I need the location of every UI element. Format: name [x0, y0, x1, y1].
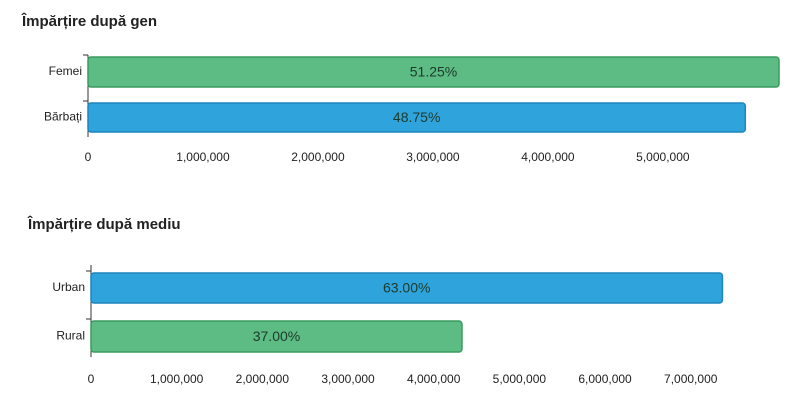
bar — [90, 320, 463, 353]
x-tick-label: 2,000,000 — [236, 372, 290, 386]
y-tick-label: Bărbați — [44, 110, 82, 124]
y-tick-label: Femei — [49, 64, 82, 78]
x-tick-label: 3,000,000 — [321, 372, 375, 386]
x-tick-label: 4,000,000 — [521, 150, 575, 164]
x-tick-label: 4,000,000 — [407, 372, 461, 386]
x-tick-label: 1,000,000 — [176, 150, 230, 164]
x-tick-label: 6,000,000 — [578, 372, 632, 386]
bar-label: 48.75% — [393, 109, 440, 125]
x-tick-label: 0 — [85, 150, 92, 164]
x-tick-label: 1,000,000 — [150, 372, 204, 386]
y-tick-label: Urban — [52, 280, 85, 294]
bar — [87, 56, 780, 88]
bar — [90, 272, 724, 304]
chart-title: Împărțire după gen — [21, 12, 157, 30]
x-tick-label: 7,000,000 — [664, 372, 718, 386]
x-tick-label: 3,000,000 — [406, 150, 460, 164]
y-tick-label: Rural — [56, 329, 85, 343]
x-tick-label: 5,000,000 — [493, 372, 547, 386]
x-tick-label: 5,000,000 — [636, 150, 690, 164]
bar-label: 37.00% — [253, 328, 300, 344]
chart-title: Împărțire după mediu — [27, 215, 181, 233]
bar-label: 51.25% — [410, 64, 457, 80]
x-tick-label: 2,000,000 — [291, 150, 345, 164]
x-tick-label: 0 — [88, 372, 95, 386]
bar — [87, 102, 747, 133]
bar-label: 63.00% — [383, 280, 430, 296]
